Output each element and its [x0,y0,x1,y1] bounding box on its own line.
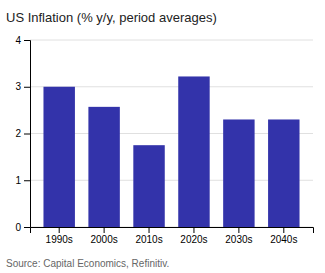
tick: 0 [15,222,30,233]
tick-mark [238,227,239,233]
tick: 2000s [90,227,117,245]
tick-label: 2000s [90,234,117,245]
tick: 1 [15,175,30,186]
tick-mark [104,227,105,233]
tick-mark [24,87,30,88]
plot: 0 1 2 3 4 1990s 2000s 2010s 2020s 2030s 2040s [15,35,313,245]
bar [133,145,164,227]
tick-mark [24,180,30,181]
tick-mark [24,227,30,228]
tick: 2020s [180,227,207,245]
tick: 1990s [46,227,73,245]
tick-label: 2040s [270,234,297,245]
tick-label: 4 [15,35,21,46]
tick: 4 [15,35,30,46]
bar [178,76,209,227]
tick-label: 0 [15,222,21,233]
title: US Inflation (% y/y, period averages) [6,10,217,25]
x-axis: 1990s 2000s 2010s 2020s 2030s 2040s [31,227,314,245]
tick-label: 3 [15,81,21,92]
tick: 2010s [135,227,162,245]
bars [43,76,299,227]
axis-line [24,41,31,228]
tick-label: 2030s [225,234,252,245]
tick-label: 2 [15,128,21,139]
tick-label: 2020s [180,234,207,245]
tick-mark [24,40,30,41]
tick-label: 2010s [135,234,162,245]
tick-mark [59,227,60,233]
grid [30,40,313,227]
axis-line [31,228,314,234]
bar [88,107,119,227]
tick-mark [193,227,194,233]
tick-label: 1990s [46,234,73,245]
tick-label: 1 [15,175,21,186]
chart: US Inflation (% y/y, period averages) Sou… [0,0,325,273]
tick-mark [24,134,30,135]
tick: 2040s [270,227,297,245]
tick: 3 [15,81,30,92]
bar [43,87,74,227]
tick-mark [149,227,150,233]
annotation: Source: Capital Economics, Refinitiv. [6,258,169,269]
y-axis: 0 1 2 3 4 [15,35,30,233]
tick: 2 [15,128,30,139]
grid-line [30,40,313,41]
tick: 2030s [225,227,252,245]
tick-mark [283,227,284,233]
bar [223,119,254,227]
bar [268,119,299,227]
